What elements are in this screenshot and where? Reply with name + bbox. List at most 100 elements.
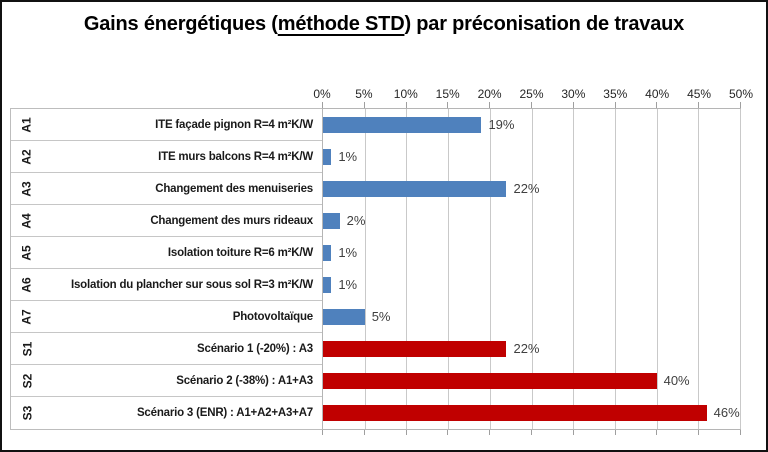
bar xyxy=(323,341,507,357)
category-label: Photovoltaïque xyxy=(232,310,313,323)
bar xyxy=(323,117,482,133)
bar-value-label: 1% xyxy=(338,245,358,260)
category-row: S1 Scénario 1 (-20%) : A3 xyxy=(11,333,322,365)
chart-title: Gains énergétiques (méthode STD) par pré… xyxy=(64,10,704,39)
axis-tick xyxy=(531,102,532,108)
axis-tick xyxy=(698,102,700,108)
axis-tick-label: 5% xyxy=(355,87,373,101)
bar-value-label: 22% xyxy=(513,341,540,356)
axis-tick xyxy=(656,102,658,108)
bar xyxy=(323,149,332,165)
bar xyxy=(323,213,340,229)
category-label: Changement des menuiseries xyxy=(155,182,313,195)
axis-tick xyxy=(363,102,365,108)
gridline xyxy=(740,109,741,429)
category-code-label: A3 xyxy=(20,180,34,197)
axis-tick xyxy=(740,102,741,108)
bar-row: 19% xyxy=(323,109,740,141)
axis-tick xyxy=(405,430,407,435)
category-row: A3 Changement des menuiseries xyxy=(11,173,322,205)
axis-tick xyxy=(405,102,407,108)
bar-value-label: 40% xyxy=(663,373,690,388)
category-code: A1 xyxy=(11,109,43,141)
category-row: A7 Photovoltaïque xyxy=(11,301,322,333)
axis-tick xyxy=(698,430,700,435)
gridline xyxy=(573,109,575,429)
axis-tick xyxy=(531,430,532,435)
category-axis-panel: A1 ITE façade pignon R=4 m²K/W A2 ITE murs … xyxy=(10,108,322,430)
category-code-label: A2 xyxy=(20,148,34,165)
bar xyxy=(323,245,332,261)
axis-tick-label: 50% xyxy=(728,87,754,101)
bar-value-label: 22% xyxy=(513,181,540,196)
gridline xyxy=(531,109,533,429)
category-row: A1 ITE façade pignon R=4 m²K/W xyxy=(11,109,322,141)
category-label: Scénario 3 (ENR) : A1+A2+A3+A7 xyxy=(136,407,313,419)
bar-value-label: 1% xyxy=(338,149,358,164)
bar-row: 46% xyxy=(323,397,740,429)
category-code-label: A1 xyxy=(20,116,34,133)
bar-row: 40% xyxy=(323,365,740,397)
category-code: S1 xyxy=(11,333,43,365)
category-code: S2 xyxy=(11,365,43,397)
axis-tick-label: 40% xyxy=(645,87,670,101)
axis-tick xyxy=(363,430,365,435)
gridline xyxy=(364,109,366,429)
category-label: Isolation du plancher sur sous sol R=3 m… xyxy=(70,278,313,291)
axis-tick-label: 35% xyxy=(603,87,628,101)
category-code-label: S1 xyxy=(20,341,34,356)
category-code: A6 xyxy=(11,269,43,301)
axis-tick xyxy=(740,430,741,435)
axis-tick-label: 15% xyxy=(435,87,460,101)
axis-tick-label: 25% xyxy=(519,87,544,101)
category-code: A3 xyxy=(11,173,43,205)
category-row: A6 Isolation du plancher sur sous sol R=3… xyxy=(11,269,322,301)
bar-row: 22% xyxy=(323,173,740,205)
chart-title-prefix: Gains énergétiques ( xyxy=(83,13,278,35)
bar-value-label: 5% xyxy=(371,309,391,324)
axis-tick-label: 10% xyxy=(393,87,418,101)
category-row: A5 Isolation toiture R=6 m²K/W xyxy=(11,237,322,269)
category-code: A5 xyxy=(11,237,43,269)
category-code-label: A7 xyxy=(20,308,34,325)
category-code-label: S3 xyxy=(20,405,34,421)
category-label: ITE façade pignon R=4 m²K/W xyxy=(155,118,313,131)
bar xyxy=(323,405,707,421)
axis-tick-label: 30% xyxy=(561,87,586,101)
bar xyxy=(323,277,332,293)
chart-title-underlined: méthode STD xyxy=(277,13,405,35)
bar-row: 2% xyxy=(323,205,740,237)
category-row: A2 ITE murs balcons R=4 m²K/W xyxy=(11,141,322,173)
bar-row: 1% xyxy=(323,237,740,269)
axis-tick-label: 20% xyxy=(477,87,502,101)
bar-value-label: 19% xyxy=(488,117,515,132)
category-code: A7 xyxy=(11,301,43,333)
bar-value-label: 1% xyxy=(338,277,358,292)
category-code: A2 xyxy=(11,141,43,173)
category-label: Changement des murs rideaux xyxy=(150,214,313,227)
axis-tick xyxy=(489,102,491,108)
category-code: S3 xyxy=(11,397,43,429)
bar xyxy=(323,309,365,325)
axis-tick xyxy=(656,430,658,435)
axis-tick xyxy=(614,430,616,435)
axis-tick-label: 0% xyxy=(313,87,331,101)
axis-tick xyxy=(572,102,574,108)
gridline xyxy=(656,109,658,429)
gridline xyxy=(406,109,408,429)
category-label: Isolation toiture R=6 m²K/W xyxy=(167,246,313,259)
category-label: Scénario 2 (-38%) : A1+A3 xyxy=(176,374,313,387)
axis-tick xyxy=(572,430,574,435)
axis-tick xyxy=(489,430,491,435)
category-code-label: A4 xyxy=(20,212,34,229)
axis-tick xyxy=(447,102,449,108)
category-label: ITE murs balcons R=4 m²K/W xyxy=(158,150,313,163)
gridline xyxy=(448,109,450,429)
axis-tick xyxy=(322,102,323,108)
bar-value-label: 2% xyxy=(346,213,366,228)
category-row: S2 Scénario 2 (-38%) : A1+A3 xyxy=(11,365,322,397)
axis-tick xyxy=(322,430,323,435)
category-code-label: A5 xyxy=(20,244,34,261)
category-code-label: A6 xyxy=(20,276,34,293)
